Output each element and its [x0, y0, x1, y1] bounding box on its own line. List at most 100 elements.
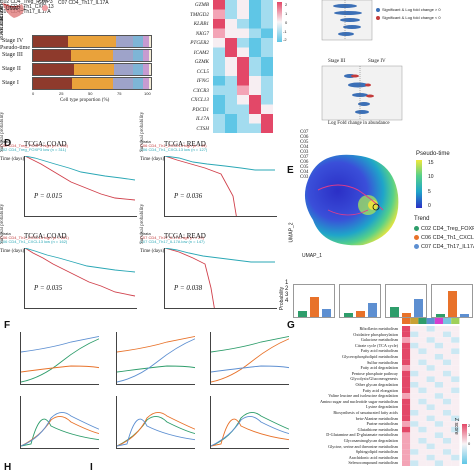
pathway-cell [402, 331, 411, 338]
pathway-cell [434, 415, 443, 422]
pathway-cell [402, 365, 411, 371]
heatmap-cell [261, 104, 273, 114]
gene-label: CCL5 [196, 68, 209, 75]
heatmap-cell [213, 38, 225, 48]
pathway-cell [426, 398, 435, 405]
pathway-cell [443, 449, 452, 455]
trend-title: Trend [414, 216, 430, 222]
column-annotation [426, 318, 435, 324]
heatmap-cell [237, 95, 249, 105]
heatmap-cell [225, 19, 237, 29]
pathway-cell [451, 398, 460, 405]
scale-m2: -2 [283, 37, 287, 42]
prob-bar [322, 309, 331, 317]
pathway-cell [410, 404, 419, 410]
heatmap-cell [249, 104, 261, 114]
pathway-label: Glutathione metabolism [357, 426, 398, 432]
pathway-cell [418, 365, 427, 371]
km-pvalue: P = 0.036 [174, 192, 203, 200]
pathway-cell [451, 376, 460, 382]
pathway-cell [443, 426, 452, 433]
pathway-cell [443, 365, 452, 371]
pathway-cell [410, 382, 419, 388]
f-curve-axes [210, 332, 292, 385]
pathway-cell [434, 404, 443, 410]
pathway-cell [434, 438, 443, 444]
pathway-cell [451, 449, 460, 455]
pathway-label: Lysine degradation [366, 404, 398, 410]
gene-label: ICAM2 [193, 49, 209, 56]
pathway-cell [418, 359, 427, 366]
pathway-cell [426, 354, 435, 360]
km-curve-high [24, 247, 136, 297]
pathway-cell [426, 438, 435, 444]
branch-number: 3 [285, 292, 289, 298]
da-row-label: C05 [300, 165, 309, 170]
f-curve-svg [210, 412, 292, 447]
heatmap-cell [213, 66, 225, 76]
pathway-cell [443, 404, 452, 410]
pathway-cell [451, 438, 460, 444]
heatmap-cell [225, 76, 237, 86]
panel-a-umap: UMAP_1 C07 C07 CD4_Th17_IL17A [0, 0, 110, 26]
da-legend-neg: Significant & Log fold change < 0 [382, 15, 441, 20]
heatmap-cell [225, 85, 237, 95]
pathway-cell [443, 398, 452, 405]
km-title: TCGA: COAD [24, 140, 67, 148]
km-curve-low [164, 155, 275, 171]
gene-label: CXCL13 [190, 97, 209, 103]
km-legend-low: C06 CD4_Th1_CXCL13 low (n = 127) [140, 147, 208, 152]
gene-label: PTGER2 [190, 40, 209, 46]
km-strata: Strata [0, 231, 11, 236]
prob-mini-svg [436, 291, 469, 317]
prob-bar [436, 314, 445, 317]
tick-0: 0 [32, 91, 35, 96]
prob-mini-plot [339, 284, 381, 318]
pathway-cell [402, 410, 411, 416]
km-curve-low [24, 155, 136, 181]
km-xlabel: Time (days) [0, 249, 25, 254]
km-legend-high: C07 CD4_Th17_IL17A high (n = 29) [140, 235, 204, 240]
heatmap-cell [213, 47, 225, 57]
stacked-row-3 [32, 49, 152, 62]
f-curve-th17 [210, 365, 292, 373]
pathway-cell [418, 421, 427, 427]
pathway-cell [418, 348, 427, 354]
pathway-cell [443, 382, 452, 388]
pathway-cell [402, 460, 411, 466]
heatmap-cell [213, 76, 225, 86]
zscale-1: 1 [468, 432, 471, 437]
branch-number: 1 [285, 280, 289, 286]
heatmap-cell [249, 0, 261, 10]
km-curves [24, 247, 136, 297]
pathway-cell [426, 331, 435, 338]
heatmap-cell [249, 76, 261, 86]
pathway-label: Arachidonic acid metabolism [348, 454, 398, 460]
km-plot: TCGA: COAD Strata C02 CD4_Treg_FOXP3 high … [0, 112, 138, 230]
prob-bar [414, 299, 423, 317]
heatmap-cell [237, 114, 249, 124]
prob-mini-plot [431, 284, 473, 318]
pathway-cell [410, 454, 419, 461]
f-curve-treg [116, 365, 198, 373]
pathway-cell [451, 415, 460, 422]
tick-100: 100 [144, 91, 151, 96]
da-row-label: C04 [300, 145, 309, 150]
da-row-label: C03 [300, 175, 309, 180]
pathway-cell [443, 354, 452, 360]
f-curve-treg [20, 337, 102, 383]
heatmap-cell [213, 28, 225, 38]
heatmap-cell [261, 28, 273, 38]
pathway-cell [434, 359, 443, 366]
heatmap-cell [249, 57, 261, 67]
f-curve-treg [116, 416, 198, 447]
km-title: TCGA: READ [164, 232, 206, 240]
pathway-cell [402, 326, 411, 332]
km-xlabel: Time (days) [140, 157, 165, 162]
pathway-cell [410, 443, 419, 450]
trend-label: C02 CD4_Treg_FOXP3 [421, 226, 474, 232]
gene-label: GZMB [194, 2, 209, 8]
zscore-scale [462, 424, 467, 464]
pathway-cell [426, 348, 435, 354]
pathway-cell [434, 460, 443, 466]
